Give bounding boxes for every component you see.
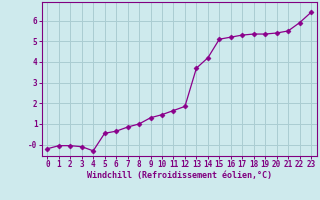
X-axis label: Windchill (Refroidissement éolien,°C): Windchill (Refroidissement éolien,°C) — [87, 171, 272, 180]
